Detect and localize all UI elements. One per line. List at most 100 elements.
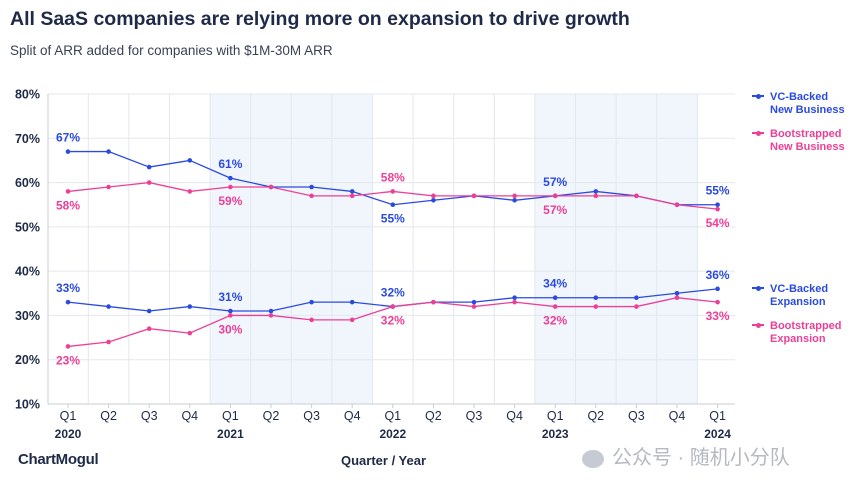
y-tick-label: 70% xyxy=(15,132,40,146)
x-tick-label: Q3 xyxy=(141,409,158,423)
data-point xyxy=(715,202,720,208)
data-point xyxy=(228,313,233,318)
legend-marker xyxy=(752,93,764,99)
x-tick-label: Q4 xyxy=(669,409,686,423)
data-point xyxy=(309,317,314,323)
legend-label: Bootstrapped New Business xyxy=(770,128,845,153)
brand-logo: ChartMogul xyxy=(18,451,99,468)
legend-label: VC-Backed New Business xyxy=(770,91,845,116)
data-point xyxy=(552,295,558,301)
data-point xyxy=(268,308,274,314)
data-point xyxy=(65,299,71,305)
data-label: 32% xyxy=(543,314,567,328)
x-tick-label: Q4 xyxy=(181,409,198,423)
data-point xyxy=(65,189,71,194)
x-tick-label: Q3 xyxy=(303,409,320,423)
data-point xyxy=(228,175,233,181)
data-point xyxy=(512,193,517,199)
data-point xyxy=(390,304,396,309)
x-tick-label: Q1 xyxy=(222,409,239,423)
data-point xyxy=(349,317,355,323)
data-point xyxy=(187,189,193,194)
data-point xyxy=(390,202,396,208)
data-point xyxy=(634,295,639,301)
y-tick-label: 80% xyxy=(15,88,40,102)
data-point xyxy=(512,295,517,301)
data-point xyxy=(309,299,314,305)
data-point xyxy=(187,304,193,309)
data-label: 34% xyxy=(543,277,567,291)
y-tick-label: 60% xyxy=(15,176,40,190)
data-point xyxy=(228,184,233,190)
data-point xyxy=(715,206,720,212)
legend-vc-new-business: VC-Backed New Business xyxy=(752,91,845,117)
legend-marker xyxy=(752,130,764,136)
data-label: 32% xyxy=(381,286,405,300)
x-axis-title: Quarter / Year xyxy=(341,453,427,468)
x-tick-label: Q3 xyxy=(628,409,645,423)
data-point xyxy=(593,189,599,194)
data-point xyxy=(146,326,152,332)
x-tick-label: Q1 xyxy=(60,409,77,423)
data-point xyxy=(512,197,517,203)
legend-marker xyxy=(752,322,764,328)
y-tick-label: 10% xyxy=(15,398,40,412)
data-point xyxy=(552,304,558,309)
year-label: 2022 xyxy=(379,427,406,441)
data-point xyxy=(146,164,152,170)
legend-bootstrapped-new-business: Bootstrapped New Business xyxy=(752,128,845,154)
data-point xyxy=(715,299,720,305)
data-point xyxy=(106,339,111,345)
data-label: 54% xyxy=(706,216,730,230)
data-point xyxy=(146,308,152,314)
data-point xyxy=(674,295,680,301)
x-tick-label: Q1 xyxy=(384,409,401,423)
data-label: 67% xyxy=(56,131,80,145)
series-points xyxy=(65,149,720,349)
legend-label: VC-Backed Expansion xyxy=(770,283,829,308)
legend-vc-expansion: VC-Backed Expansion xyxy=(752,283,828,309)
year-label: 2020 xyxy=(55,427,82,441)
watermark: 公众号 · 随机小分队 xyxy=(582,441,790,470)
data-point xyxy=(431,197,436,203)
data-label: 23% xyxy=(56,353,80,367)
x-tick-label: Q3 xyxy=(466,409,483,423)
data-point xyxy=(268,313,274,318)
x-tick-label: Q4 xyxy=(506,409,523,423)
year-label: 2024 xyxy=(704,427,731,441)
year-label: 2023 xyxy=(542,427,569,441)
chart-subtitle: Split of ARR added for companies with $1… xyxy=(10,43,333,58)
data-point xyxy=(471,304,477,309)
legend-bootstrapped-expansion: Bootstrapped Expansion xyxy=(752,320,842,346)
wechat-icon xyxy=(582,449,604,468)
data-point xyxy=(146,180,152,185)
legend-label: Bootstrapped Expansion xyxy=(770,320,842,345)
data-point xyxy=(471,299,477,305)
axes: 10% 20% 30% 40% 50% 60% 70% 80% Q1 Q2 Q3 Q4 Q1 Q2 Q3 Q4… xyxy=(15,88,735,441)
data-labels: 67% 61% 55% 57% 55% 58% 59% 58% 57% 54% 33% 31% 32% 3… xyxy=(56,131,730,368)
chart-title: All SaaS companies are relying more on e… xyxy=(10,8,630,30)
data-label: 30% xyxy=(218,322,242,336)
data-point xyxy=(228,308,233,314)
data-point xyxy=(65,149,71,154)
data-point xyxy=(106,304,111,309)
data-point xyxy=(349,299,355,305)
data-point xyxy=(390,189,396,194)
data-label: 55% xyxy=(706,184,730,198)
data-point xyxy=(593,295,599,301)
y-tick-label: 30% xyxy=(15,309,40,323)
data-label: 57% xyxy=(543,203,567,217)
data-point xyxy=(187,330,193,336)
data-point xyxy=(715,286,720,292)
x-tick-label: Q2 xyxy=(100,409,117,423)
data-point xyxy=(674,202,680,208)
legend-marker xyxy=(752,285,764,291)
data-label: 32% xyxy=(381,314,405,328)
data-point xyxy=(349,189,355,194)
data-label: 36% xyxy=(706,268,730,282)
x-tick-label: Q2 xyxy=(425,409,442,423)
data-point xyxy=(106,149,111,154)
data-label: 61% xyxy=(218,157,242,171)
data-point xyxy=(634,304,639,309)
